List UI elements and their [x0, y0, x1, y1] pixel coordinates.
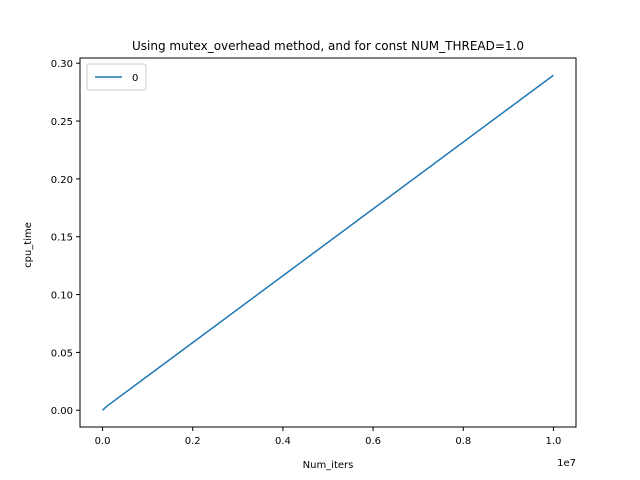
y-tick-label: 0.25 [51, 117, 73, 128]
series-layer [102, 74, 554, 411]
x-tick-label: 0.8 [455, 436, 471, 447]
x-tick-label: 0.0 [95, 436, 111, 447]
y-tick-label: 0.30 [51, 59, 73, 70]
series-line-0 [102, 74, 554, 411]
x-tick-label: 1.0 [546, 436, 562, 447]
x-tick-label: 0.4 [275, 436, 291, 447]
plot-area [79, 57, 577, 428]
y-axis-ticks: 0.00 0.05 0.10 0.15 0.20 0.25 0.30 [51, 59, 80, 417]
y-tick-label: 0.05 [51, 348, 73, 359]
chart-title: Using mutex_overhead method, and for con… [132, 39, 524, 53]
x-axis-ticks: 0.0 0.2 0.4 0.6 0.8 1.0 [95, 427, 562, 447]
y-tick-label: 0.10 [51, 291, 73, 302]
y-axis-label: cpu_time [23, 222, 34, 268]
y-tick-label: 0.20 [51, 175, 73, 186]
legend: 0 [86, 63, 147, 91]
y-tick-label: 0.15 [51, 233, 73, 244]
axes-frame [79, 57, 577, 428]
x-axis-label: Num_iters [303, 460, 354, 471]
legend-label: 0 [132, 73, 138, 84]
x-axis-offset-label: 1e7 [557, 458, 576, 469]
x-tick-label: 0.2 [185, 436, 201, 447]
x-tick-label: 0.6 [365, 436, 381, 447]
y-tick-label: 0.00 [51, 406, 73, 417]
